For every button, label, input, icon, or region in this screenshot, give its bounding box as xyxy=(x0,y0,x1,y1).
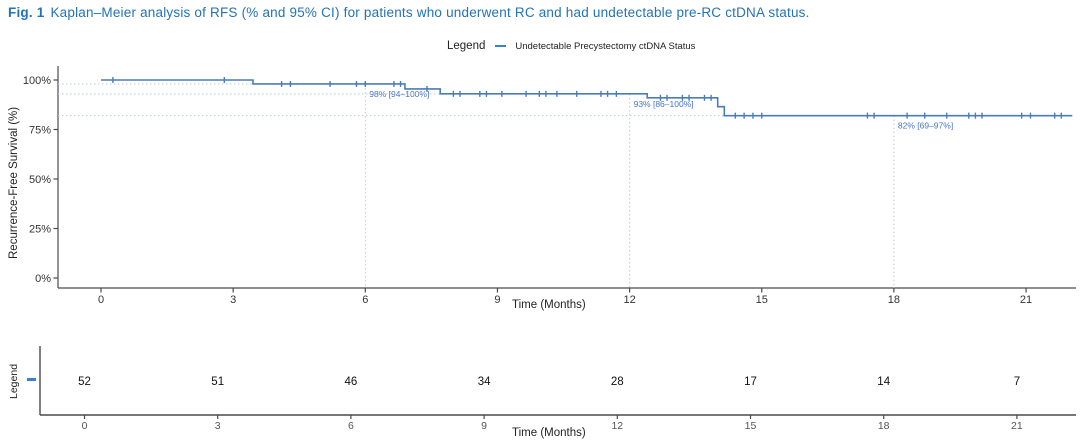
at-risk-count: 34 xyxy=(478,376,491,388)
legend-series-label: Undetectable Precystectomy ctDNA Status xyxy=(515,40,696,52)
y-tick-label: 0% xyxy=(35,273,51,285)
risk-x-tick-label: 0 xyxy=(82,420,88,432)
risk-x-tick-label: 6 xyxy=(348,420,354,432)
landmark-annotation: 93% [86–100%] xyxy=(634,99,694,109)
risk-x-tick-label: 21 xyxy=(1011,420,1023,432)
at-risk-count: 7 xyxy=(1014,376,1020,388)
risk-x-tick-label: 3 xyxy=(215,420,221,432)
survival-curve xyxy=(101,79,1073,117)
x-tick-label: 0 xyxy=(98,294,104,306)
landmark-annotation: 82% [69–97%] xyxy=(898,121,953,131)
series-color-dash-icon xyxy=(495,45,507,47)
y-tick-label: 75% xyxy=(29,124,51,136)
figure-title-text: Kaplan–Meier analysis of RFS (% and 95% … xyxy=(50,5,810,20)
x-tick-label: 18 xyxy=(888,294,900,306)
y-tick-label: 50% xyxy=(29,174,51,186)
risk-x-axis-title: Time (Months) xyxy=(512,427,586,439)
figure-label: Fig. 1 xyxy=(8,5,45,20)
x-tick-label: 3 xyxy=(230,294,236,306)
x-tick-label: 9 xyxy=(494,294,500,306)
x-tick-label: 21 xyxy=(1020,294,1032,306)
risk-x-tick-label: 12 xyxy=(611,420,623,432)
at-risk-count: 28 xyxy=(611,376,624,388)
at-risk-count: 51 xyxy=(211,376,224,388)
risk-x-tick-label: 18 xyxy=(878,420,890,432)
legend: Legend Undetectable Precystectomy ctDNA … xyxy=(447,40,695,52)
x-axis-title: Time (Months) xyxy=(512,299,586,311)
risk-strata-dash-icon xyxy=(27,378,36,381)
at-risk-count: 14 xyxy=(877,376,890,388)
legend-title: Legend xyxy=(447,40,486,52)
x-tick-label: 6 xyxy=(362,294,368,306)
x-tick-label: 15 xyxy=(756,294,768,306)
at-risk-count: 17 xyxy=(744,376,757,388)
y-tick-label: 25% xyxy=(29,223,51,235)
risk-x-tick-label: 9 xyxy=(481,420,487,432)
risk-table-axis-label: Legend xyxy=(8,363,20,399)
y-tick-label: 100% xyxy=(23,75,51,87)
x-tick-label: 12 xyxy=(623,294,635,306)
risk-x-tick-label: 15 xyxy=(745,420,757,432)
at-risk-count: 46 xyxy=(345,376,358,388)
figure-caption: Fig. 1 Kaplan–Meier analysis of RFS (% an… xyxy=(8,5,810,20)
at-risk-count: 52 xyxy=(78,376,91,388)
